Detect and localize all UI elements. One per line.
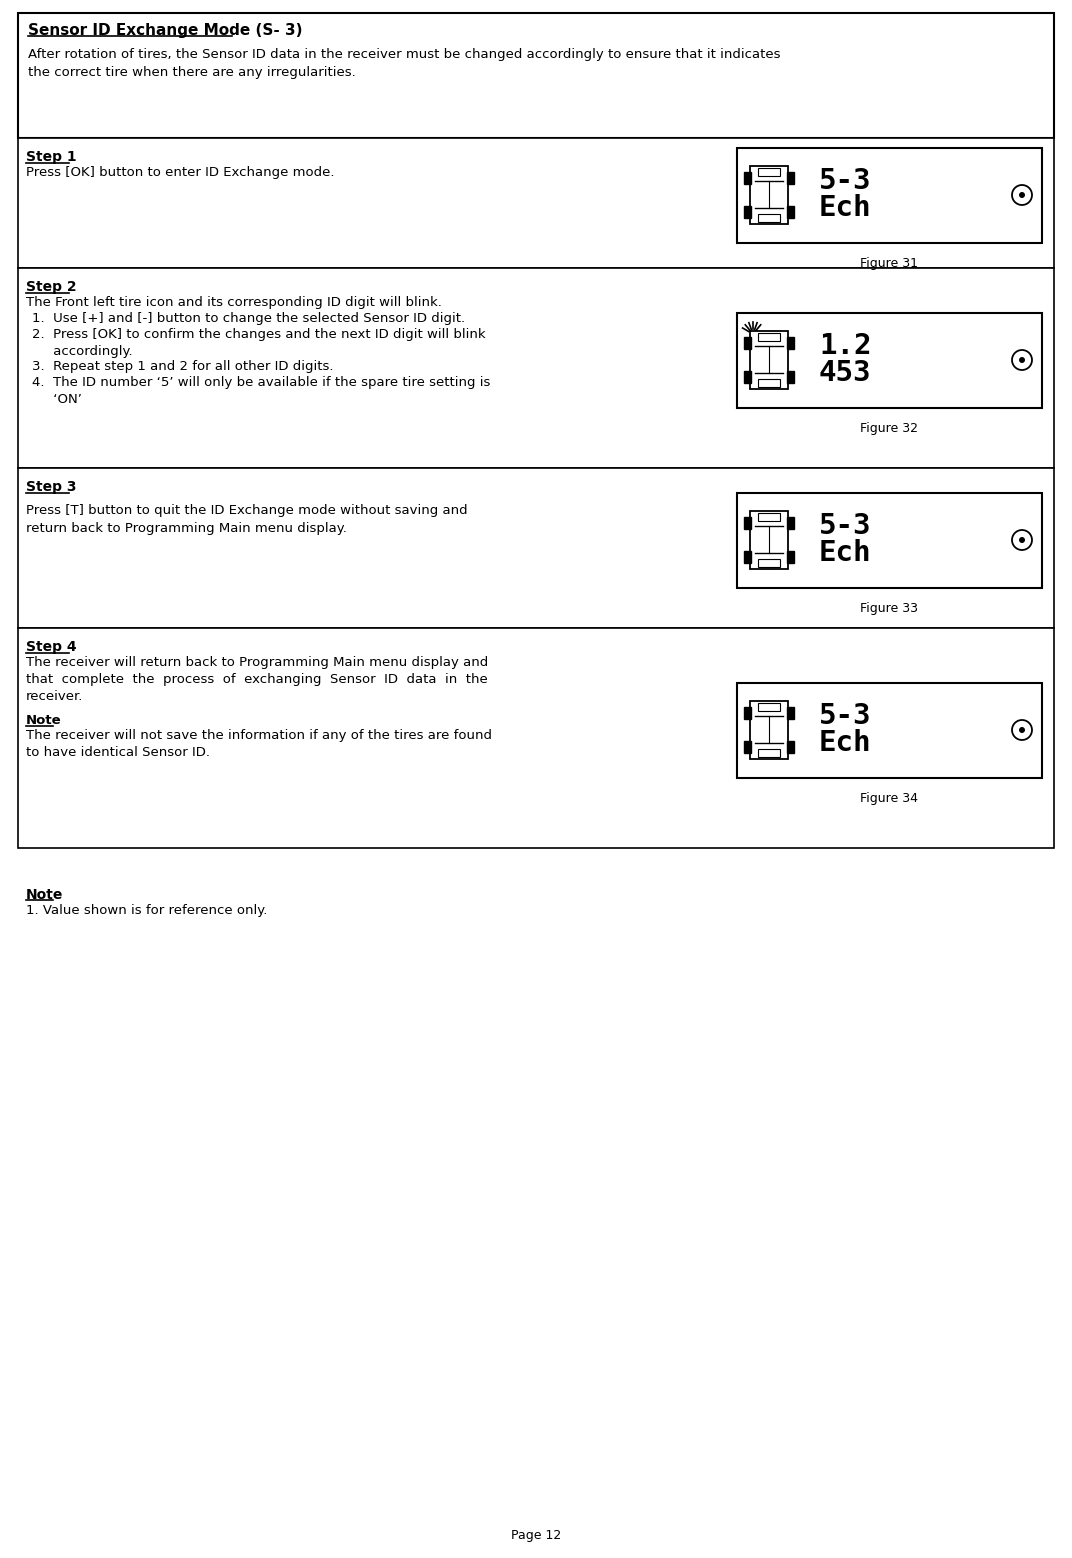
Bar (744, 206, 751, 218)
Text: Figure 32: Figure 32 (861, 422, 919, 435)
Text: Note: Note (26, 888, 63, 902)
Bar (738, 492, 1042, 587)
Text: The receiver will return back to Programming Main menu display and
that  complet: The receiver will return back to Program… (26, 656, 488, 703)
Text: 1.  Use [+] and [-] button to change the selected Sensor ID digit.: 1. Use [+] and [-] button to change the … (32, 312, 465, 326)
Text: 4.  The ID number ‘5’ will only be available if the spare tire setting is
     ‘: 4. The ID number ‘5’ will only be availa… (32, 375, 490, 407)
Bar (750, 330, 788, 390)
Bar (758, 749, 780, 757)
Bar (744, 171, 751, 184)
Bar (787, 337, 794, 349)
Bar (750, 511, 788, 569)
Text: The receiver will not save the information if any of the tires are found
to have: The receiver will not save the informati… (26, 729, 492, 759)
Text: Ech: Ech (819, 539, 872, 567)
Text: 5-3: 5-3 (819, 703, 872, 731)
Bar (750, 167, 788, 224)
Text: Step 3: Step 3 (26, 480, 76, 494)
Bar (758, 379, 780, 386)
Circle shape (1019, 728, 1025, 732)
Circle shape (1019, 357, 1025, 363)
Bar (787, 206, 794, 218)
Bar (744, 742, 751, 753)
Text: Step 1: Step 1 (26, 150, 76, 164)
Text: Note: Note (26, 714, 61, 728)
Circle shape (1019, 538, 1025, 544)
Text: 1. Value shown is for reference only.: 1. Value shown is for reference only. (26, 904, 267, 918)
Bar (18, 628, 1054, 848)
Circle shape (1019, 192, 1025, 198)
Text: Page 12: Page 12 (511, 1530, 561, 1542)
Bar (738, 682, 1042, 777)
Bar (744, 337, 751, 349)
Text: After rotation of tires, the Sensor ID data in the receiver must be changed acco: After rotation of tires, the Sensor ID d… (28, 48, 780, 79)
Text: 1.2: 1.2 (819, 332, 872, 360)
Bar (787, 371, 794, 383)
Bar (744, 707, 751, 718)
Bar (744, 371, 751, 383)
Text: Ech: Ech (819, 729, 872, 757)
Bar (787, 742, 794, 753)
Bar (758, 168, 780, 176)
Text: Press [OK] button to enter ID Exchange mode.: Press [OK] button to enter ID Exchange m… (26, 167, 334, 179)
Text: 5-3: 5-3 (819, 513, 872, 541)
Bar (787, 552, 794, 562)
Text: The Front left tire icon and its corresponding ID digit will blink.: The Front left tire icon and its corresp… (26, 296, 442, 308)
Bar (758, 213, 780, 221)
Text: Figure 33: Figure 33 (861, 601, 919, 614)
Bar (744, 517, 751, 530)
Text: Step 2: Step 2 (26, 280, 76, 294)
Bar (787, 517, 794, 530)
Bar (18, 268, 1054, 467)
Bar (750, 701, 788, 759)
Text: Sensor ID Exchange Mode (S- 3): Sensor ID Exchange Mode (S- 3) (28, 23, 302, 37)
Text: 453: 453 (819, 358, 872, 386)
Text: Press [T] button to quit the ID Exchange mode without saving and
return back to : Press [T] button to quit the ID Exchange… (26, 503, 467, 534)
Text: Figure 34: Figure 34 (861, 791, 919, 804)
Bar (738, 148, 1042, 243)
Bar (758, 513, 780, 520)
Text: 5-3: 5-3 (819, 167, 872, 195)
Bar (18, 467, 1054, 628)
Bar (758, 703, 780, 710)
Bar (18, 139, 1054, 268)
Bar (787, 707, 794, 718)
Bar (758, 559, 780, 567)
Bar (738, 313, 1042, 408)
Text: Step 4: Step 4 (26, 640, 76, 654)
Text: Ech: Ech (819, 195, 872, 221)
Text: 3.  Repeat step 1 and 2 for all other ID digits.: 3. Repeat step 1 and 2 for all other ID … (32, 360, 333, 372)
Bar (744, 552, 751, 562)
Bar (787, 171, 794, 184)
Text: 2.  Press [OK] to confirm the changes and the next ID digit will blink
     acco: 2. Press [OK] to confirm the changes and… (32, 329, 486, 358)
Bar (758, 333, 780, 341)
Bar (18, 12, 1054, 139)
Text: Figure 31: Figure 31 (861, 257, 919, 270)
